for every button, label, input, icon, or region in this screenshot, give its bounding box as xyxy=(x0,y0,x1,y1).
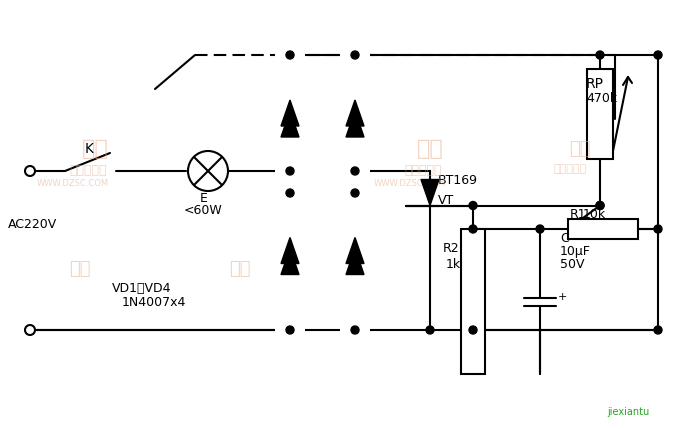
Circle shape xyxy=(286,51,294,59)
Circle shape xyxy=(596,51,604,59)
Circle shape xyxy=(286,167,294,175)
Text: K: K xyxy=(85,142,94,156)
Circle shape xyxy=(469,202,477,209)
Text: 50V: 50V xyxy=(560,259,584,272)
Circle shape xyxy=(351,51,359,59)
Circle shape xyxy=(654,326,662,334)
Polygon shape xyxy=(346,238,364,263)
Text: WWW.DZSC.COM: WWW.DZSC.COM xyxy=(37,178,109,187)
Bar xyxy=(587,69,613,159)
Bar xyxy=(568,219,638,239)
Text: 维库: 维库 xyxy=(82,139,108,159)
Circle shape xyxy=(469,326,477,334)
Text: R1: R1 xyxy=(570,208,587,221)
Polygon shape xyxy=(281,248,299,275)
Text: VD1～VD4: VD1～VD4 xyxy=(112,283,172,296)
Text: 电子市场网: 电子市场网 xyxy=(69,164,106,178)
Polygon shape xyxy=(346,248,364,275)
Circle shape xyxy=(596,202,604,209)
Text: 维库: 维库 xyxy=(569,140,591,158)
Text: 电子市场网: 电子市场网 xyxy=(405,164,442,178)
Text: R2: R2 xyxy=(443,242,460,256)
Text: 470k: 470k xyxy=(586,93,617,106)
Text: 维库: 维库 xyxy=(230,260,251,278)
Circle shape xyxy=(286,189,294,197)
Polygon shape xyxy=(421,179,439,205)
Circle shape xyxy=(596,202,604,209)
Text: E: E xyxy=(200,193,208,205)
Text: 10k: 10k xyxy=(583,208,606,221)
Text: BT169: BT169 xyxy=(438,174,478,187)
Circle shape xyxy=(351,167,359,175)
Text: 维库: 维库 xyxy=(69,260,91,278)
Text: AC220V: AC220V xyxy=(8,218,57,230)
Text: 1k: 1k xyxy=(446,257,461,271)
Text: 1N4007x4: 1N4007x4 xyxy=(122,296,186,309)
Polygon shape xyxy=(346,100,364,126)
Polygon shape xyxy=(281,238,299,263)
Bar xyxy=(340,50,370,335)
Circle shape xyxy=(351,189,359,197)
Circle shape xyxy=(654,51,662,59)
Text: WWW.DZSC.COM: WWW.DZSC.COM xyxy=(374,178,446,187)
Text: <60W: <60W xyxy=(184,205,223,218)
Text: 10μF: 10μF xyxy=(560,245,591,259)
Text: C: C xyxy=(560,233,568,245)
Text: +: + xyxy=(558,293,568,302)
Text: RP: RP xyxy=(586,77,604,91)
Circle shape xyxy=(469,225,477,233)
Circle shape xyxy=(351,326,359,334)
Polygon shape xyxy=(281,111,299,137)
Text: 电子市场网: 电子市场网 xyxy=(554,164,587,174)
Text: VT: VT xyxy=(438,194,454,207)
Polygon shape xyxy=(281,100,299,126)
Circle shape xyxy=(654,225,662,233)
Polygon shape xyxy=(346,111,364,137)
Bar xyxy=(275,50,305,335)
Circle shape xyxy=(426,326,434,334)
Circle shape xyxy=(286,326,294,334)
Text: jiexiantu: jiexiantu xyxy=(607,407,649,417)
Bar xyxy=(461,229,485,374)
Circle shape xyxy=(536,225,544,233)
Text: 维库: 维库 xyxy=(416,139,443,159)
